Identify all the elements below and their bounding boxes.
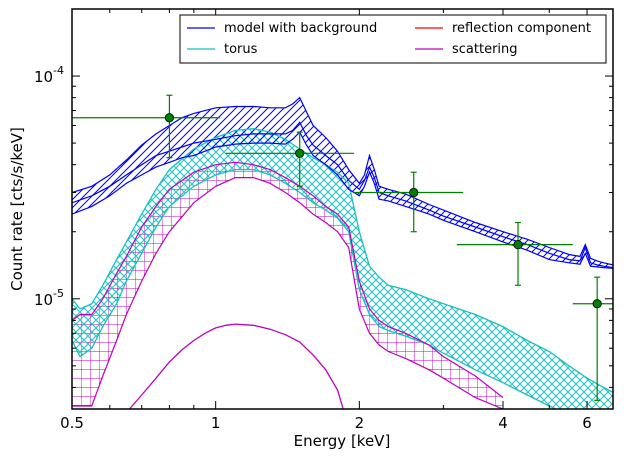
data-points (72, 94, 613, 401)
x-tick-label: 4 (498, 414, 508, 432)
scattering-line (129, 323, 344, 409)
x-tick-label: 6 (582, 414, 592, 432)
x-axis-label: Energy [keV] (294, 432, 391, 450)
model-upper-line (72, 96, 613, 266)
legend-label-model: model with background (224, 21, 377, 36)
torus-lower-line (72, 168, 558, 409)
reflection-upper-line (72, 161, 504, 399)
data-marker (513, 240, 523, 250)
data-point-2 (225, 131, 355, 187)
legend-label-torus: torus (224, 42, 258, 57)
model-center-line (72, 121, 613, 269)
torus-band (72, 128, 613, 409)
legend-label-reflection: reflection component (452, 21, 591, 36)
axis-ticks (71, 8, 613, 409)
data-marker (295, 148, 305, 158)
tick-labels: 0.5 1 2 4 6 10-5 10-4 (34, 64, 592, 432)
data-marker (164, 113, 175, 123)
model-lines (72, 96, 613, 409)
reflection-band (72, 162, 503, 409)
y-tick-label: 10-5 (34, 287, 64, 309)
data-point-1 (72, 94, 220, 159)
data-point-5 (572, 276, 613, 401)
data-point-4 (456, 221, 573, 286)
x-tick-label: 2 (355, 414, 365, 432)
reflection-lower-line (72, 177, 504, 409)
data-point-3 (354, 171, 464, 233)
x-tick-label: 0.5 (60, 414, 84, 432)
y-axis-label: Count rate [cts/s/keV] (8, 127, 26, 291)
data-marker (592, 299, 602, 309)
legend: model with background torus reflection c… (179, 14, 607, 64)
plot-frame (71, 8, 614, 410)
y-tick-label: 10-4 (34, 64, 64, 86)
model-bands (72, 97, 613, 409)
legend-label-scattering: scattering (452, 42, 518, 57)
legend-box (179, 14, 607, 64)
x-tick-label: 1 (211, 414, 221, 432)
data-marker (409, 187, 419, 198)
model-lower-line (72, 131, 613, 269)
